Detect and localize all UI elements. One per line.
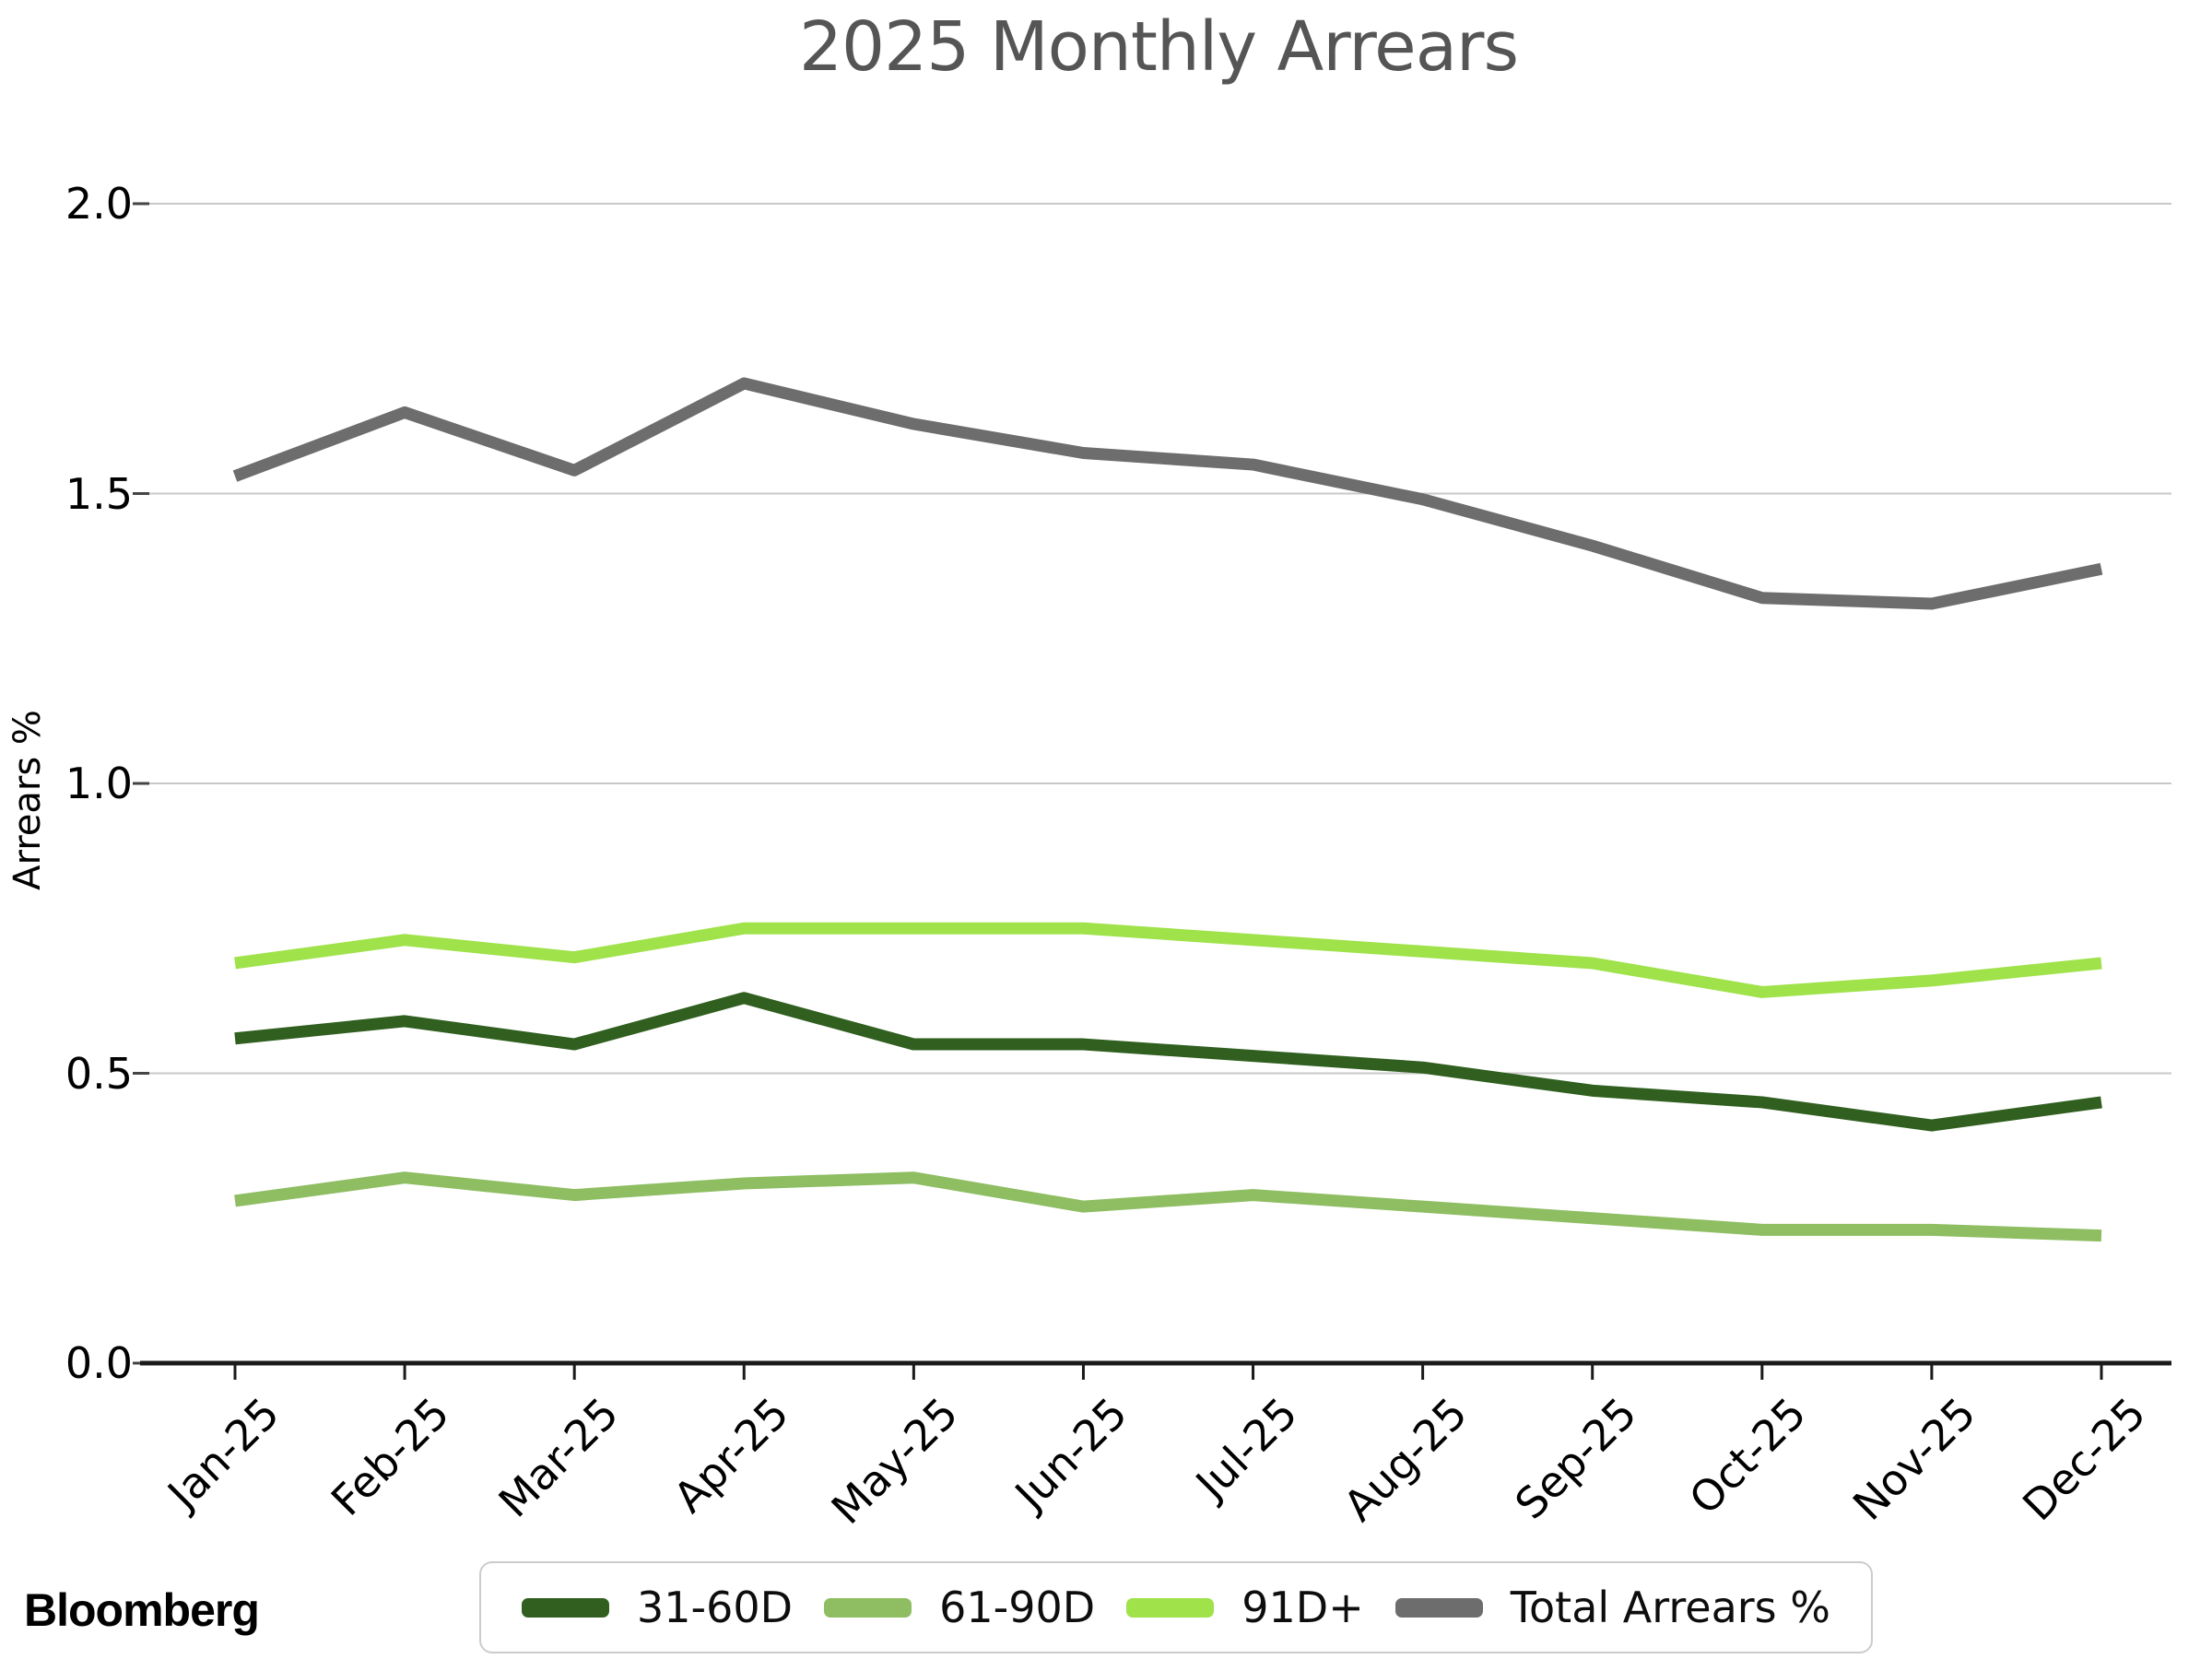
y-tick-label-0.5: 0.5 — [65, 1048, 133, 1099]
legend-label: 31-60D — [637, 1583, 794, 1632]
chart-title: 2025 Monthly Arrears — [798, 7, 1519, 87]
y-tick-label-1.0: 1.0 — [65, 759, 133, 808]
legend-item-61-90d: 61-90D — [824, 1583, 1095, 1632]
y-tick-label-2.0: 2.0 — [65, 179, 133, 229]
bloomberg-logo: Bloomberg — [24, 1584, 260, 1636]
legend-swatch — [1126, 1597, 1215, 1618]
legend-swatch — [1394, 1597, 1483, 1618]
series-line-31-60d — [234, 992, 2102, 1132]
legend-swatch — [824, 1597, 912, 1618]
legend-label: 91D+ — [1241, 1583, 1364, 1632]
series-line-61-90d — [234, 1171, 2102, 1242]
legend-item-31-60d: 31-60D — [522, 1583, 793, 1632]
legend-swatch — [522, 1597, 610, 1618]
legend-label: Total Arrears % — [1510, 1583, 1830, 1632]
legend-item-total-arrears-: Total Arrears % — [1394, 1583, 1830, 1632]
legend-item-91d-: 91D+ — [1126, 1583, 1364, 1632]
y-tick-label-1.5: 1.5 — [65, 468, 133, 519]
series-line-91d- — [234, 922, 2102, 998]
legend: 31-60D 61-90D 91D+ Total Arrears % — [479, 1561, 1873, 1653]
legend-label: 61-90D — [939, 1583, 1096, 1632]
series-line-total-arrears- — [232, 377, 2103, 610]
y-tick-label-0.0: 0.0 — [65, 1338, 133, 1388]
